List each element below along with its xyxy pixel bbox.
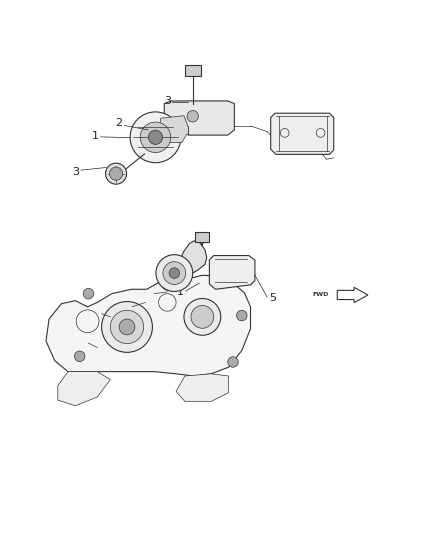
- Circle shape: [163, 262, 186, 285]
- Text: 2: 2: [116, 118, 123, 128]
- Circle shape: [106, 163, 127, 184]
- Text: 3: 3: [72, 167, 79, 177]
- Polygon shape: [58, 372, 110, 406]
- Polygon shape: [159, 116, 188, 142]
- Circle shape: [187, 110, 198, 122]
- Circle shape: [237, 310, 247, 321]
- Circle shape: [130, 112, 181, 163]
- Circle shape: [110, 310, 144, 344]
- Text: 5: 5: [269, 293, 276, 303]
- Circle shape: [74, 351, 85, 361]
- Text: FWD: FWD: [312, 292, 328, 296]
- Polygon shape: [209, 255, 255, 289]
- Circle shape: [228, 357, 238, 367]
- Polygon shape: [164, 101, 234, 135]
- Polygon shape: [46, 275, 251, 376]
- Circle shape: [184, 298, 221, 335]
- Circle shape: [119, 319, 135, 335]
- Circle shape: [156, 255, 193, 292]
- FancyBboxPatch shape: [185, 66, 201, 76]
- FancyBboxPatch shape: [195, 232, 209, 242]
- Text: 3: 3: [164, 96, 171, 107]
- Text: 1: 1: [177, 287, 184, 297]
- Polygon shape: [271, 113, 334, 155]
- Text: 1: 1: [92, 131, 99, 141]
- Polygon shape: [179, 240, 207, 276]
- Circle shape: [102, 302, 152, 352]
- Circle shape: [162, 280, 173, 290]
- Text: 4: 4: [197, 236, 204, 246]
- Circle shape: [140, 122, 171, 152]
- Circle shape: [191, 305, 214, 328]
- Circle shape: [110, 167, 123, 180]
- Circle shape: [148, 130, 162, 144]
- Polygon shape: [337, 287, 368, 303]
- Circle shape: [169, 268, 180, 278]
- Circle shape: [83, 288, 94, 299]
- Polygon shape: [176, 374, 229, 401]
